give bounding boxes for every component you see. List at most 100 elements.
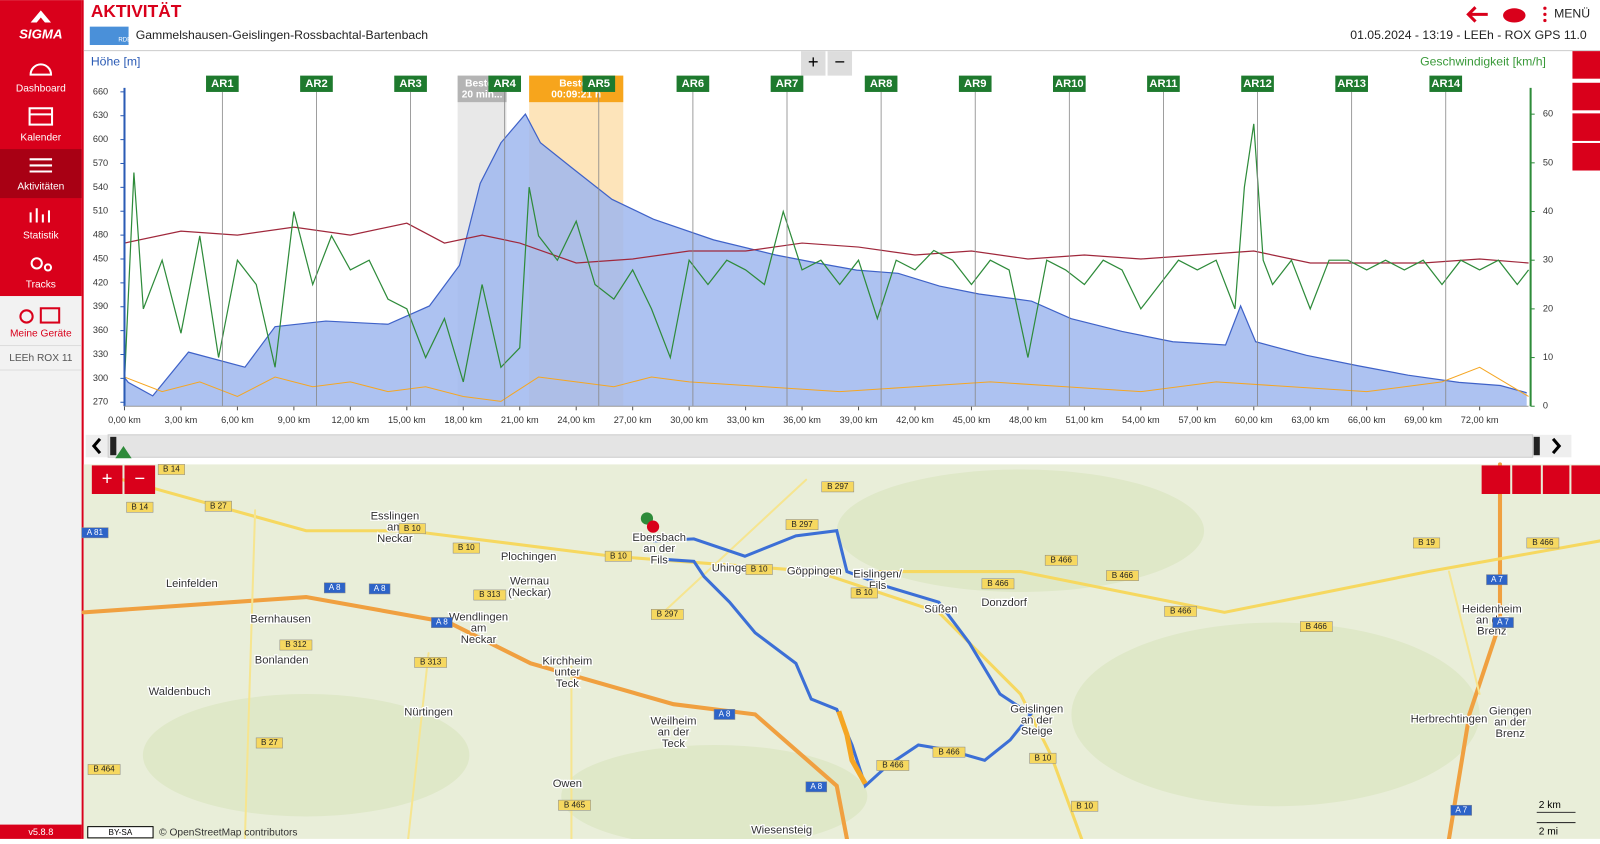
town-label: Giengen xyxy=(1489,705,1531,717)
lap-badge[interactable] xyxy=(770,75,804,92)
slider-arrows[interactable] xyxy=(91,437,1562,455)
map-zoom-out-label[interactable]: − xyxy=(134,468,145,489)
lap-badge[interactable] xyxy=(958,75,992,92)
heart-line xyxy=(124,222,1529,264)
lap-badge[interactable] xyxy=(1241,75,1274,92)
road-label: B 19 xyxy=(1418,538,1435,547)
road-label: B 297 xyxy=(827,482,849,491)
slider-handle[interactable] xyxy=(110,436,117,456)
lap-label[interactable]: AR4 xyxy=(493,78,516,90)
lap-label[interactable]: AR6 xyxy=(682,78,704,90)
zoom-out-label[interactable]: − xyxy=(834,51,845,72)
nav-label[interactable]: Tracks xyxy=(26,279,56,290)
map-zoom-in[interactable] xyxy=(91,465,123,494)
road-label: B 466 xyxy=(987,579,1009,588)
x-tick-label: 54,00 km xyxy=(1122,415,1160,425)
town-label: Brenz xyxy=(1477,626,1507,638)
menu[interactable]: MENÜ xyxy=(1554,7,1590,21)
lap-label[interactable]: AR7 xyxy=(776,78,798,90)
x-tick-label: 33,00 km xyxy=(727,415,765,425)
lap-label[interactable]: AR12 xyxy=(1243,78,1272,90)
road-shield xyxy=(279,639,313,651)
road-shield xyxy=(1526,537,1560,549)
road-shield xyxy=(204,500,232,512)
road-shield xyxy=(981,578,1015,590)
elevation-fill xyxy=(124,114,1527,407)
lap-label[interactable]: AR2 xyxy=(305,78,327,90)
y-tick-label: 390 xyxy=(93,301,108,311)
nav-label[interactable]: Aktivitäten xyxy=(17,182,64,193)
slider-handle[interactable] xyxy=(1533,436,1540,456)
attribution[interactable]: © OpenStreetMap contributors xyxy=(159,827,297,838)
town-label: Donzdorf xyxy=(981,597,1027,609)
road-label: B 297 xyxy=(657,610,679,619)
road-label: B 465 xyxy=(564,800,586,809)
y-tick-label: 420 xyxy=(93,277,108,287)
lap-label[interactable]: AR3 xyxy=(399,78,421,90)
lap-label[interactable]: AR5 xyxy=(588,78,610,90)
device-name[interactable]: LEEh ROX 11 xyxy=(9,353,73,364)
y-tick-label: 360 xyxy=(93,325,108,335)
road-shield xyxy=(255,737,283,749)
lap-badge[interactable] xyxy=(206,75,239,92)
chart-tools[interactable] xyxy=(1572,51,1600,171)
y2-tick-label: 40 xyxy=(1543,206,1553,216)
lap-badge[interactable] xyxy=(1335,75,1368,92)
y2-tick-label: 0 xyxy=(1543,401,1548,411)
lap-label[interactable]: AR14 xyxy=(1431,78,1460,90)
lap-badge[interactable] xyxy=(394,75,427,92)
nav-label[interactable]: Meine Geräte xyxy=(10,328,72,339)
nav-label[interactable]: Dashboard xyxy=(16,84,66,95)
lap-badge[interactable] xyxy=(676,75,710,92)
lap-badge[interactable] xyxy=(488,75,522,92)
road-shield xyxy=(604,550,632,562)
nav-label[interactable]: Kalender xyxy=(20,133,61,144)
zoom-in-label[interactable]: + xyxy=(808,51,819,72)
logo-icon xyxy=(30,10,52,23)
lap-badge[interactable] xyxy=(300,75,333,92)
road-label: B 466 xyxy=(1051,555,1073,564)
map-zoom-in-label[interactable]: + xyxy=(102,468,113,489)
y-axis-label[interactable]: Höhe [m] xyxy=(91,55,141,69)
lap-label[interactable]: AR13 xyxy=(1337,78,1366,90)
road-label: B 312 xyxy=(285,640,307,649)
route xyxy=(652,529,1033,789)
y-tick-label: 570 xyxy=(93,158,108,168)
map-zoom-out[interactable] xyxy=(124,465,156,494)
y-tick-label: 510 xyxy=(93,206,108,216)
x-tick-label: 45,00 km xyxy=(953,415,991,425)
back-icon[interactable] xyxy=(1466,6,1488,23)
lap-label[interactable]: AR11 xyxy=(1149,78,1177,90)
menu-dots[interactable] xyxy=(1543,6,1547,23)
y2-tick-label: 50 xyxy=(1543,157,1553,167)
map-forest xyxy=(142,469,1480,844)
nav-label[interactable]: Statistik xyxy=(23,231,60,242)
town-label: unter xyxy=(555,667,581,679)
x-tick-label: 15,00 km xyxy=(388,415,426,425)
lap-label[interactable]: AR8 xyxy=(870,78,892,90)
cloud-icon[interactable] xyxy=(1503,8,1526,23)
zoom-in[interactable] xyxy=(801,51,826,76)
lap-badge[interactable] xyxy=(864,75,898,92)
lap-label[interactable]: AR1 xyxy=(211,78,233,90)
lap-badge[interactable] xyxy=(1429,75,1463,92)
road-shield xyxy=(87,764,121,775)
road-shield xyxy=(431,617,453,628)
road-label: A 8 xyxy=(436,618,448,627)
x-tick-label: 48,00 km xyxy=(1009,415,1047,425)
map-tools[interactable] xyxy=(1481,465,1600,494)
road-shield xyxy=(81,527,109,539)
lap-badge[interactable] xyxy=(1053,75,1086,92)
x-tick-label: 9,00 km xyxy=(278,415,311,425)
lap-badge[interactable] xyxy=(582,75,616,92)
zoom-out[interactable] xyxy=(827,51,853,76)
lap-label[interactable]: AR9 xyxy=(964,78,986,90)
y2-axis-label[interactable]: Geschwindigkeit [km/h] xyxy=(1420,55,1546,69)
range-window[interactable] xyxy=(107,434,1534,458)
version: v5.8.8 xyxy=(28,827,53,837)
lap-label[interactable]: AR10 xyxy=(1055,78,1084,90)
road-shield xyxy=(1300,621,1333,632)
town-label: (Neckar) xyxy=(508,587,551,599)
lap-badge[interactable] xyxy=(1147,75,1180,92)
